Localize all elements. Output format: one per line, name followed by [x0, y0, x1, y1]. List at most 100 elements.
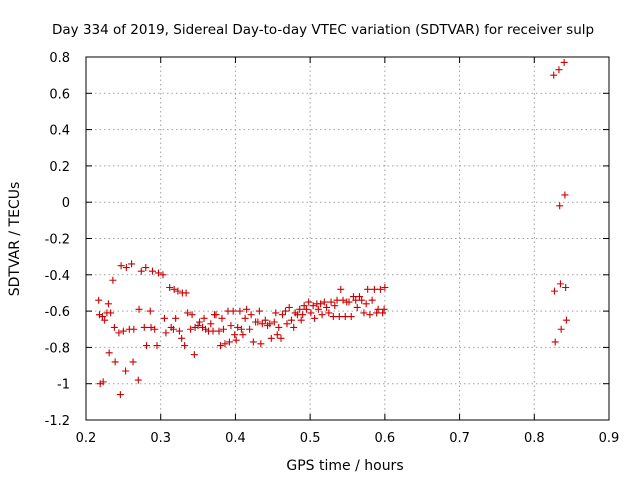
- data-point: [237, 325, 245, 333]
- data-point: [339, 296, 347, 304]
- data-point: [215, 327, 223, 335]
- data-point: [296, 305, 304, 313]
- y-tick-label: -0.8: [45, 341, 70, 356]
- data-point: [115, 329, 123, 337]
- data-point: [143, 342, 151, 350]
- y-tick-label: -1: [57, 378, 70, 393]
- x-tick-label: 0.4: [225, 431, 246, 446]
- data-point: [101, 316, 109, 324]
- axis-ticks: [85, 56, 610, 421]
- data-point: [297, 316, 305, 324]
- data-point: [184, 309, 192, 317]
- data-point: [196, 318, 204, 326]
- data-point: [320, 298, 328, 306]
- x-tick-label: 0.2: [76, 431, 97, 446]
- y-tick-label: 0.4: [49, 124, 70, 139]
- data-point: [212, 311, 220, 319]
- data-point: [148, 267, 156, 275]
- data-point: [329, 313, 337, 321]
- data-point: [353, 303, 361, 311]
- data-point: [302, 305, 310, 313]
- data-point: [273, 331, 281, 339]
- data-point: [169, 325, 177, 333]
- data-point: [117, 262, 125, 270]
- data-point: [174, 287, 182, 295]
- data-point: [116, 391, 124, 399]
- data-point: [107, 309, 115, 317]
- data-point: [172, 314, 180, 322]
- data-point: [190, 351, 198, 359]
- data-point: [104, 300, 112, 308]
- data-point: [317, 300, 325, 308]
- data-point: [234, 323, 242, 331]
- data-point: [349, 293, 357, 301]
- data-point: [229, 307, 237, 315]
- data-point: [362, 300, 370, 308]
- data-point: [236, 307, 244, 315]
- data-point: [160, 314, 168, 322]
- data-point: [134, 376, 142, 384]
- data-point: [98, 313, 106, 321]
- data-point: [278, 311, 286, 319]
- data-point: [241, 314, 249, 322]
- data-point: [352, 296, 360, 304]
- data-point: [560, 58, 568, 66]
- data-point: [95, 296, 103, 304]
- data-point: [323, 303, 331, 311]
- data-point: [128, 260, 136, 268]
- x-tick-labels: 0.2 0.3 0.4 0.5 0.6 0.7 0.8 0.9: [76, 431, 620, 446]
- data-point: [129, 358, 137, 366]
- data-point: [147, 323, 155, 331]
- data-point: [249, 338, 257, 346]
- x-tick-label: 0.6: [375, 431, 396, 446]
- data-point: [307, 309, 315, 317]
- data-point: [232, 336, 240, 344]
- data-point: [287, 316, 295, 324]
- data-point: [159, 271, 167, 279]
- data-point: [277, 334, 285, 342]
- data-point: [225, 338, 233, 346]
- x-tick-label: 0.7: [449, 431, 470, 446]
- data-point: [221, 340, 229, 348]
- data-point: [218, 314, 226, 322]
- data-point: [154, 269, 162, 277]
- data-point: [331, 302, 339, 310]
- data-point: [181, 342, 189, 350]
- data-point: [562, 284, 570, 292]
- data-point: [162, 329, 170, 337]
- data-point: [335, 313, 343, 321]
- data-point: [373, 309, 381, 317]
- data-point: [239, 331, 247, 339]
- data-point: [187, 325, 195, 333]
- data-point: [109, 276, 117, 284]
- data-points: [95, 58, 570, 399]
- y-tick-label: -1.2: [45, 414, 70, 429]
- data-point: [219, 325, 227, 333]
- data-point: [360, 309, 368, 317]
- data-point: [355, 293, 363, 301]
- data-point: [561, 191, 569, 199]
- y-tick-label: 0.2: [49, 160, 70, 175]
- data-point: [209, 327, 217, 335]
- data-point: [314, 305, 322, 313]
- data-point: [309, 302, 317, 310]
- y-tick-label: 0: [62, 196, 70, 211]
- data-point: [325, 309, 333, 317]
- data-point: [381, 284, 389, 292]
- data-point: [333, 296, 341, 304]
- data-point: [246, 325, 254, 333]
- data-point: [380, 305, 388, 313]
- data-point: [270, 318, 278, 326]
- data-point: [153, 342, 161, 350]
- data-point: [188, 311, 196, 319]
- y-tick-labels: -1.2 -1 -0.8 -0.6 -0.4 -0.2 0 0.2 0.4 0.6 0.8: [45, 51, 70, 429]
- data-point: [254, 318, 262, 326]
- chart-title: Day 334 of 2019, Sidereal Day-to-day VTE…: [52, 22, 594, 38]
- data-point: [374, 305, 382, 313]
- data-point: [137, 267, 145, 275]
- data-point: [370, 285, 378, 293]
- data-point: [110, 323, 118, 331]
- data-point: [99, 378, 107, 386]
- data-point: [281, 307, 289, 315]
- data-point: [327, 298, 335, 306]
